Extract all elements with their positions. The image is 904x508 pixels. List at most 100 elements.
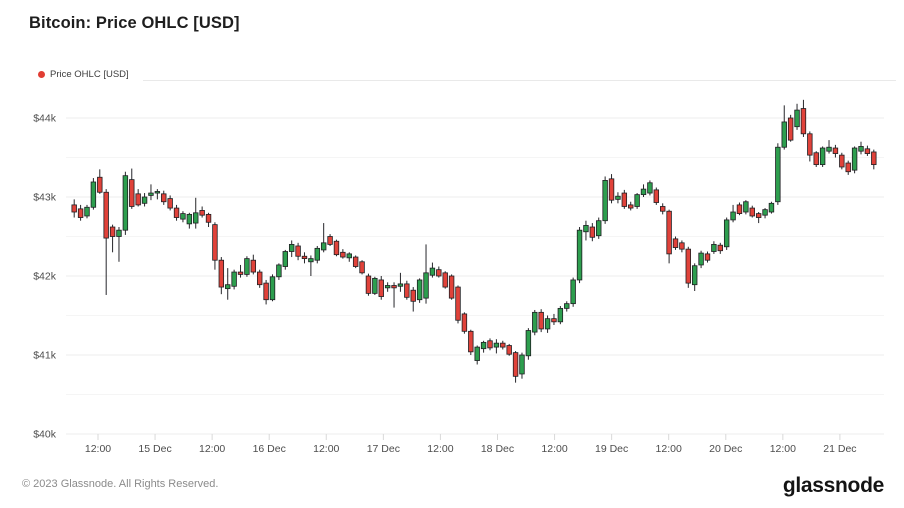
ohlc-chart-canvas[interactable]: $44k $43k $42k $41k $40k 12:00 15 Dec 12:00 16 D… xyxy=(0,0,904,466)
candle[interactable] xyxy=(410,287,416,312)
candle[interactable] xyxy=(135,189,141,207)
candle[interactable] xyxy=(787,114,794,142)
candle[interactable] xyxy=(557,306,564,325)
candle[interactable] xyxy=(308,255,314,276)
candle[interactable] xyxy=(71,199,77,218)
candle[interactable] xyxy=(295,242,301,261)
candle[interactable] xyxy=(154,189,161,200)
candle[interactable] xyxy=(621,189,628,209)
candle[interactable] xyxy=(493,339,500,354)
candle[interactable] xyxy=(378,276,384,300)
candle[interactable] xyxy=(244,256,250,277)
candle[interactable] xyxy=(429,262,436,278)
candle[interactable] xyxy=(474,345,480,365)
candle[interactable] xyxy=(333,239,340,257)
candle[interactable] xyxy=(512,351,519,383)
candle[interactable] xyxy=(519,352,525,379)
candle[interactable] xyxy=(775,143,781,205)
candle[interactable] xyxy=(103,189,109,295)
candle[interactable] xyxy=(231,269,237,290)
candle[interactable] xyxy=(506,343,512,356)
candle[interactable] xyxy=(525,328,532,360)
candle[interactable] xyxy=(372,276,378,295)
candle[interactable] xyxy=(442,271,448,289)
candle[interactable] xyxy=(781,105,787,150)
candle[interactable] xyxy=(250,254,257,275)
candle[interactable] xyxy=(346,252,352,262)
candle[interactable] xyxy=(564,301,570,312)
candle[interactable] xyxy=(148,184,154,201)
candle[interactable] xyxy=(320,223,327,253)
candle[interactable] xyxy=(397,272,404,292)
candle[interactable] xyxy=(282,249,288,270)
candle[interactable] xyxy=(218,257,225,295)
candle[interactable] xyxy=(596,217,602,239)
candle[interactable] xyxy=(570,277,576,307)
candle[interactable] xyxy=(640,184,647,197)
candle[interactable] xyxy=(685,246,691,288)
candle[interactable] xyxy=(800,99,807,137)
candle[interactable] xyxy=(301,252,308,264)
candle[interactable] xyxy=(448,274,455,300)
candle[interactable] xyxy=(615,192,621,204)
candle[interactable] xyxy=(749,205,755,218)
candle[interactable] xyxy=(84,204,90,219)
candle[interactable] xyxy=(826,140,832,154)
candle[interactable] xyxy=(404,280,410,300)
candle[interactable] xyxy=(365,273,372,296)
candle[interactable] xyxy=(858,141,864,155)
candle[interactable] xyxy=(717,242,723,254)
candle[interactable] xyxy=(129,168,135,209)
candle[interactable] xyxy=(730,204,736,223)
candle[interactable] xyxy=(416,278,423,303)
candle[interactable] xyxy=(704,251,711,263)
candle[interactable] xyxy=(340,249,346,259)
candle[interactable] xyxy=(468,329,474,355)
candle[interactable] xyxy=(602,176,608,224)
candle[interactable] xyxy=(314,245,320,264)
candle[interactable] xyxy=(122,171,129,235)
candle[interactable] xyxy=(199,206,205,218)
candle[interactable] xyxy=(538,309,544,333)
candle[interactable] xyxy=(807,131,813,162)
candle[interactable] xyxy=(455,285,461,324)
candle[interactable] xyxy=(679,240,685,253)
candle[interactable] xyxy=(647,180,653,196)
candle[interactable] xyxy=(851,146,858,174)
candle[interactable] xyxy=(237,264,244,278)
candle[interactable] xyxy=(500,340,506,350)
candle[interactable] xyxy=(532,309,538,336)
candle[interactable] xyxy=(461,312,468,334)
candle[interactable] xyxy=(263,279,269,305)
candle[interactable] xyxy=(672,236,679,250)
candle[interactable] xyxy=(551,313,557,325)
candle[interactable] xyxy=(628,201,634,211)
candle[interactable] xyxy=(327,234,333,246)
candle[interactable] xyxy=(97,169,103,194)
candle[interactable] xyxy=(436,266,442,278)
candle[interactable] xyxy=(762,208,768,219)
candle[interactable] xyxy=(205,212,212,228)
candle[interactable] xyxy=(161,190,167,205)
candle[interactable] xyxy=(167,195,173,211)
legend-item-price-ohlc[interactable]: Price OHLC [USD] xyxy=(38,69,129,80)
candle[interactable] xyxy=(871,149,877,170)
candle[interactable] xyxy=(487,338,493,351)
candle[interactable] xyxy=(755,212,762,224)
candle[interactable] xyxy=(193,197,199,229)
candle[interactable] xyxy=(832,144,839,158)
candle[interactable] xyxy=(608,174,615,204)
candle[interactable] xyxy=(583,220,589,241)
candle[interactable] xyxy=(544,315,551,333)
candle[interactable] xyxy=(839,152,845,170)
candle[interactable] xyxy=(634,193,640,209)
glassnode-logo[interactable]: glassnode xyxy=(782,474,884,497)
candle[interactable] xyxy=(653,187,660,205)
candle[interactable] xyxy=(813,151,819,167)
candle[interactable] xyxy=(384,282,391,292)
candle[interactable] xyxy=(180,211,186,223)
candle[interactable] xyxy=(423,244,429,304)
candle[interactable] xyxy=(845,160,851,175)
candle[interactable] xyxy=(116,227,122,262)
candle[interactable] xyxy=(743,200,749,215)
